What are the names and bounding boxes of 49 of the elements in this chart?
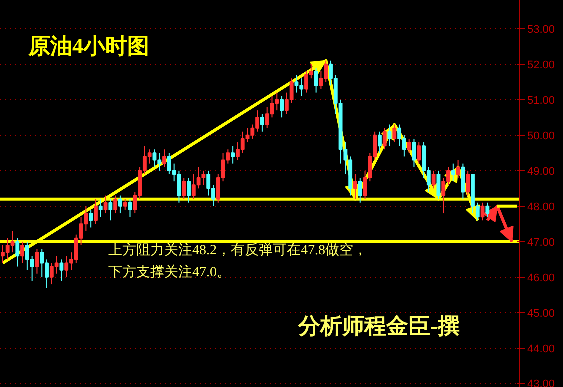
text: 原油4小时图 [28, 34, 150, 58]
annotation: 下方支撑关注47.0。 [108, 264, 231, 280]
candlestick [98, 198, 103, 218]
candlestick [182, 178, 186, 200]
candlestick [20, 241, 24, 264]
candlestick [412, 138, 416, 168]
candlestick [89, 209, 94, 228]
candlestick [354, 174, 358, 200]
candlestick [123, 198, 128, 210]
candlestick [108, 198, 113, 222]
candlestick [392, 124, 397, 144]
annotation: 分析师程金臣-撰 [298, 314, 460, 338]
y-tick-label: 49.00 [528, 166, 556, 178]
candlestick [378, 131, 382, 154]
candlestick [118, 195, 122, 214]
candlestick [162, 149, 166, 168]
y-tick-label: 48.00 [528, 201, 556, 214]
candlestick [187, 178, 191, 204]
candlestick [114, 195, 118, 214]
candlestick [231, 146, 236, 164]
candlestick [280, 96, 284, 118]
candlestick [486, 202, 490, 218]
candlestick [451, 163, 456, 182]
annotation: 上方阻力关注48.2，有反弹可在47.8做空， [108, 242, 368, 258]
candlestick [94, 198, 98, 225]
candlestick [407, 138, 412, 154]
candlestick [104, 195, 108, 214]
candlestick [260, 114, 264, 132]
y-tick-label: 45.00 [528, 308, 556, 320]
candlestick [358, 178, 362, 204]
y-tick-label: 51.00 [528, 94, 556, 107]
candlestick [417, 142, 422, 164]
candlestick [128, 198, 132, 218]
candlestick [456, 160, 460, 179]
y-tick-label: 50.00 [528, 130, 556, 142]
y-tick-label: 44.00 [528, 343, 556, 356]
y-tick-label: 52.00 [528, 59, 556, 72]
y-tick-label: 46.00 [528, 272, 556, 284]
y-tick-label: 47.00 [528, 236, 556, 249]
candlestick [388, 124, 392, 147]
y-tick-label: 53.00 [528, 24, 556, 36]
candlestick [466, 170, 470, 196]
candlestick [60, 259, 64, 282]
candlestick [432, 170, 436, 190]
candlestick [35, 248, 40, 274]
candlestick [16, 238, 20, 268]
candlestick [382, 128, 387, 150]
candlestick [314, 67, 318, 94]
candlestick [436, 170, 441, 200]
